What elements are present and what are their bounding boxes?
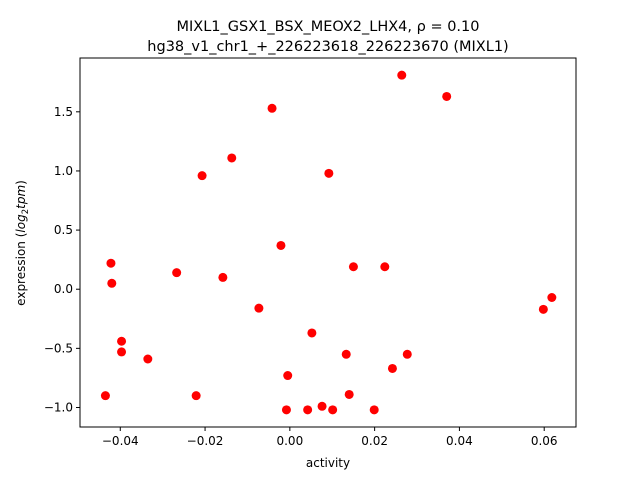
y-tick-label: 0.0 [54,282,73,296]
data-points [100,70,557,415]
x-axis-ticks: −0.04 −0.02 0.00 0.02 0.04 0.06 [102,427,558,448]
data-point [380,262,390,272]
data-point [172,268,182,278]
y-axis-label-prefix: expression ( [14,233,28,306]
data-point [106,258,116,268]
x-tick-label: 0.04 [446,434,473,448]
data-point [143,354,153,364]
data-point [191,391,201,401]
data-point [227,153,237,163]
data-point [442,91,452,101]
y-axis-label-log: log [14,214,28,233]
y-tick-label: 0.5 [54,223,73,237]
data-point [328,405,338,415]
data-point [307,328,317,338]
data-point [317,401,327,411]
y-axis-ticks: −1.0 −0.5 0.0 0.5 1.0 1.5 [44,105,80,414]
data-point [369,405,379,415]
data-point [387,363,397,373]
data-point [117,347,127,357]
data-point [538,304,548,314]
y-tick-label: 1.0 [54,164,73,178]
y-axis-label-suffix: ) [14,180,28,185]
data-point [397,70,407,80]
plot-frame [79,57,577,428]
data-point [348,262,358,272]
x-tick-label: 0.00 [276,434,303,448]
x-axis-label: activity [306,456,350,470]
data-point [341,349,351,359]
data-point [100,391,110,401]
chart-title-line1: MIXL1_GSX1_BSX_MEOX2_LHX4, ρ = 0.10 [177,19,480,35]
x-tick-label: −0.04 [102,434,139,448]
data-point [344,389,354,399]
y-tick-label: −0.5 [44,341,73,355]
data-point [107,278,117,288]
data-point [281,405,291,415]
chart-title-line2: hg38_v1_chr1_+_226223618_226223670 (MIXL… [147,39,508,55]
y-tick-label: −1.0 [44,400,73,414]
data-point [267,103,277,113]
data-point [547,292,557,302]
data-point [117,336,127,346]
y-axis-label-tpm: tpm [14,185,28,209]
data-point [303,405,313,415]
data-point [254,303,264,313]
y-axis-label: expression (log2tpm) [14,180,31,306]
data-point [283,371,293,381]
x-tick-label: 0.06 [531,434,558,448]
y-axis-label-sub: 2 [21,209,31,214]
x-tick-label: −0.02 [187,434,224,448]
data-point [197,171,207,181]
data-point [402,349,412,359]
x-tick-label: 0.02 [361,434,388,448]
data-point [276,240,286,250]
data-point [324,168,334,178]
y-tick-label: 1.5 [54,105,73,119]
data-point [218,272,228,282]
